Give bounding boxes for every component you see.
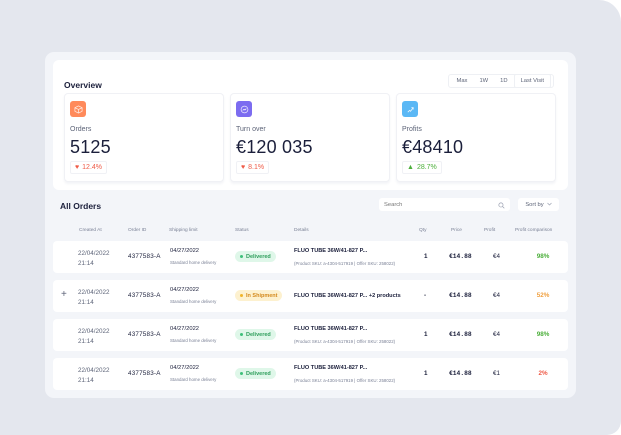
sort-by-dropdown[interactable]: Sort by: [518, 198, 559, 211]
search-input[interactable]: [384, 201, 484, 208]
status-badge: Delivered: [235, 329, 276, 340]
col-profit-comparison[interactable]: Profit comparison: [515, 228, 553, 233]
order-id: 4377583-A: [128, 292, 161, 299]
col-price[interactable]: Price: [451, 228, 462, 233]
product-name[interactable]: FLUO TUBE 36W/41-827 P...: [294, 248, 368, 254]
profit: €4: [493, 292, 501, 299]
range-max[interactable]: Max: [456, 78, 468, 84]
col-details[interactable]: Details: [294, 228, 309, 233]
shipping-type: Standard home delivery: [170, 338, 217, 343]
search-icon[interactable]: [498, 196, 505, 214]
orders-title: All Orders: [60, 201, 102, 211]
product-name[interactable]: FLUO TUBE 36W/41-827 P...: [294, 326, 368, 332]
profit-comparison: 98%: [536, 331, 550, 338]
range-1w[interactable]: 1W: [479, 78, 489, 84]
profit: €4: [493, 331, 501, 338]
shipping-type: Standard home delivery: [170, 299, 217, 304]
delta-value: 8.1%: [248, 164, 265, 171]
col-profit[interactable]: Profit: [484, 228, 496, 233]
product-sku: (Product SKU: a-4304-517919 | Offer SKU:…: [294, 378, 396, 383]
status-badge: Delivered: [235, 251, 276, 262]
price: €14.88: [449, 292, 472, 299]
trend-icon: [236, 101, 252, 117]
expand-plus-icon[interactable]: +: [61, 289, 67, 300]
table-row[interactable]: 22/04/2022 21:14 4377583-A 04/27/2022 Sta…: [53, 241, 568, 273]
stat-delta: ♥ 12.4%: [70, 161, 108, 174]
product-name[interactable]: FLUO TUBE 36W/41-827 P... +2 products: [294, 293, 401, 299]
table-row[interactable]: 22/04/2022 21:14 4377583-A 04/27/2022 Sta…: [53, 358, 568, 390]
quantity: 1: [424, 331, 428, 338]
arrow-down-icon: ♥: [241, 164, 246, 171]
arrow-down-icon: ♥: [75, 164, 80, 171]
time-range-selector: Max 1W 1D Last Visit: [447, 74, 554, 88]
quantity: -: [424, 292, 427, 299]
quantity: 1: [424, 253, 428, 260]
shipping-type: Standard home delivery: [170, 377, 217, 382]
col-shipping-limit[interactable]: Shipping limit: [169, 228, 198, 233]
price: €14.88: [449, 253, 472, 260]
shipping-date: 04/27/2022: [170, 365, 200, 371]
stat-card-orders: Orders 5125 ♥ 12.4%: [64, 93, 224, 182]
overview-section: Overview Max 1W 1D Last Visit Orders 512…: [53, 60, 568, 190]
quantity: 1: [424, 370, 428, 377]
profit-comparison: 98%: [536, 253, 550, 260]
stat-delta: ♥ 8.1%: [236, 161, 270, 174]
search-box[interactable]: [379, 198, 510, 211]
profit-comparison: 52%: [536, 292, 550, 299]
stat-card-turnover: Turn over €120 035 ♥ 8.1%: [230, 93, 390, 182]
delta-value: 12.4%: [82, 164, 103, 171]
range-last-visit[interactable]: Last Visit: [513, 74, 551, 88]
delta-value: 28.7%: [416, 164, 437, 171]
created-at: 22/04/2022 21:14: [78, 250, 110, 267]
price: €14.88: [449, 370, 472, 377]
stat-label: Turn over: [236, 126, 266, 133]
created-at: 22/04/2022 21:14: [78, 328, 110, 345]
profit: €1: [493, 370, 501, 377]
arrow-up-icon: ▲: [407, 164, 414, 171]
stat-delta: ▲ 28.7%: [402, 161, 442, 174]
col-qty[interactable]: Qty: [419, 228, 427, 233]
box-icon: [70, 101, 86, 117]
shipping-date: 04/27/2022: [170, 326, 200, 332]
overview-title: Overview: [64, 80, 102, 90]
sort-by-label: Sort by: [525, 201, 544, 208]
profit: €4: [493, 253, 501, 260]
col-status[interactable]: Status: [235, 228, 249, 233]
growth-icon: [402, 101, 418, 117]
stat-label: Orders: [70, 126, 92, 133]
order-id: 4377583-A: [128, 370, 161, 377]
table-header: Created At Order ID Shipping limit Statu…: [45, 228, 576, 238]
dashboard-panel: Overview Max 1W 1D Last Visit Orders 512…: [45, 52, 576, 398]
stat-value: €120 035: [236, 137, 313, 157]
chevron-down-icon: [546, 202, 552, 208]
status-badge: Delivered: [235, 368, 276, 379]
stat-card-profits: Profits €48410 ▲ 28.7%: [396, 93, 556, 182]
status-badge: In Shipment: [235, 290, 283, 301]
order-id: 4377583-A: [128, 253, 161, 260]
profit-comparison: 2%: [538, 370, 548, 377]
shipping-date: 04/27/2022: [170, 287, 200, 293]
stat-value: €48410: [402, 137, 464, 157]
product-sku: (Product SKU: a-4304-517919 | Offer SKU:…: [294, 339, 396, 344]
col-order-id[interactable]: Order ID: [128, 228, 147, 233]
price: €14.88: [449, 331, 472, 338]
product-name[interactable]: FLUO TUBE 36W/41-827 P...: [294, 365, 368, 371]
created-at: 22/04/2022 21:14: [78, 367, 110, 384]
shipping-type: Standard home delivery: [170, 260, 217, 265]
shipping-date: 04/27/2022: [170, 248, 200, 254]
stat-cards: Orders 5125 ♥ 12.4% Turn over €120 035 ♥…: [64, 93, 556, 182]
range-1d[interactable]: 1D: [500, 78, 508, 84]
stat-value: 5125: [70, 137, 111, 157]
order-id: 4377583-A: [128, 331, 161, 338]
table-row[interactable]: 22/04/2022 21:14 4377583-A 04/27/2022 Sta…: [53, 319, 568, 351]
product-sku: (Product SKU: a-4304-517919 | Offer SKU:…: [294, 261, 396, 266]
created-at: 22/04/2022 21:14: [78, 289, 110, 306]
col-created-at[interactable]: Created At: [79, 228, 102, 233]
stat-label: Profits: [402, 126, 422, 133]
table-row[interactable]: + 22/04/2022 21:14 4377583-A 04/27/2022 S…: [53, 280, 568, 312]
